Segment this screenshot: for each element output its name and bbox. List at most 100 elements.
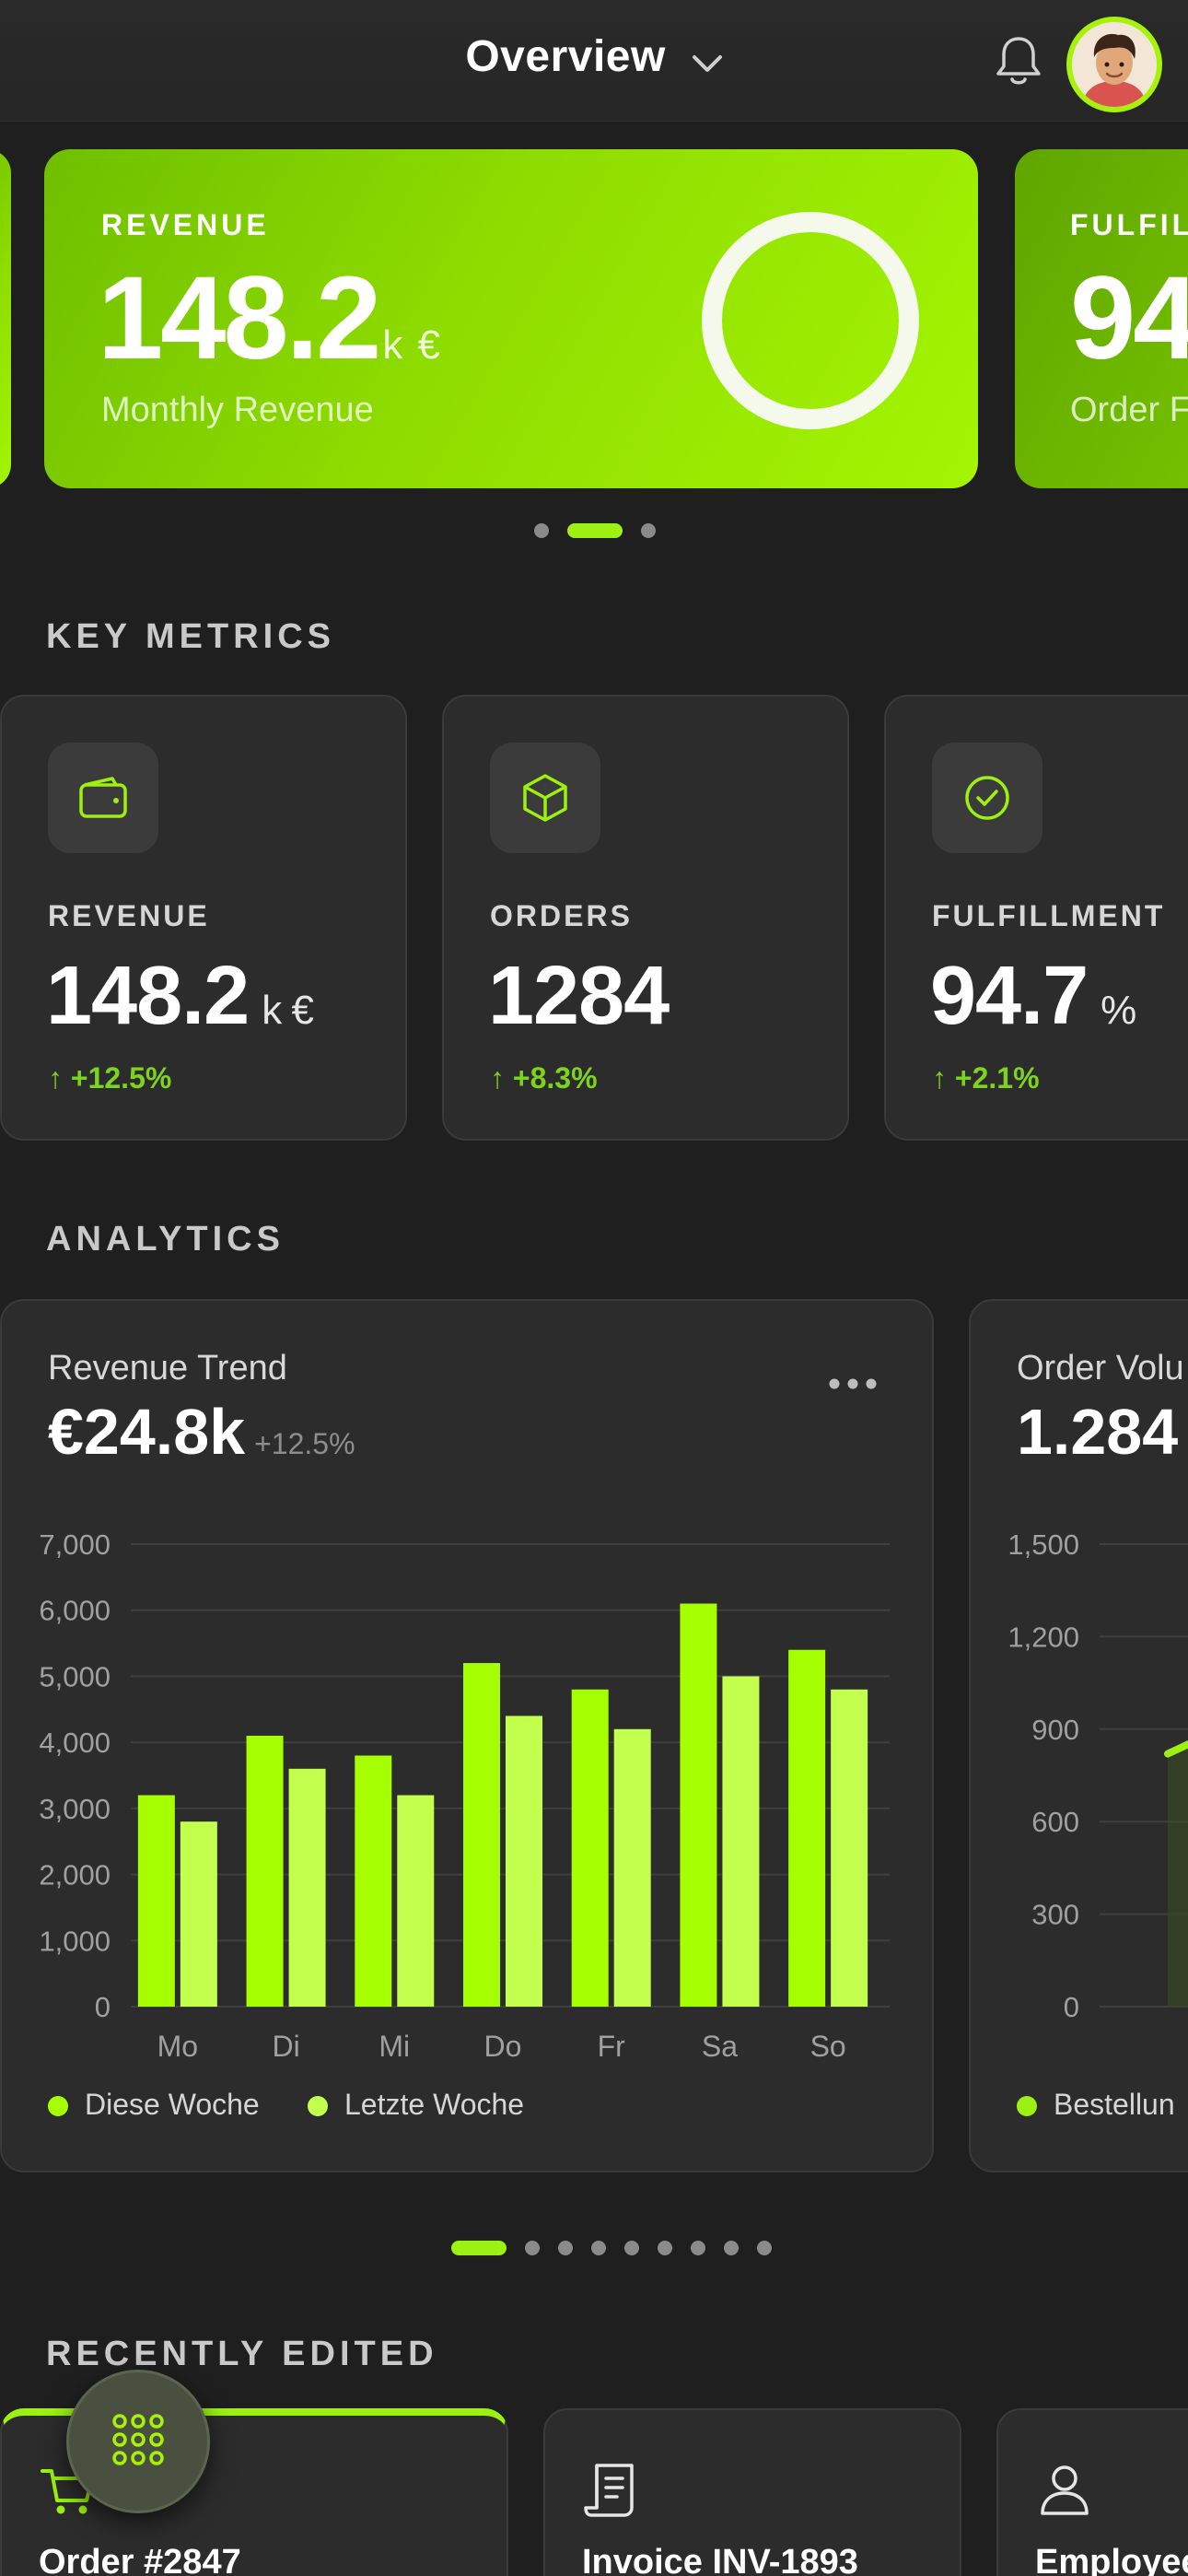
metric-value: 94.7% xyxy=(930,950,1136,1042)
x-tick-label: Di xyxy=(272,2030,299,2063)
legend-item-orders: Bestellun xyxy=(1017,2088,1175,2122)
pagination-dot-active[interactable] xyxy=(451,2241,507,2255)
hero-subtitle: Order F xyxy=(1070,391,1188,429)
hero-card-fulfillment[interactable]: FULFILL 94 Order F xyxy=(1015,149,1188,488)
chart-value: 1.284 xyxy=(1017,1396,1179,1468)
chart-card-revenue-trend[interactable]: Revenue Trend €24.8k +12.5% 7,000 6,000 5,0… xyxy=(0,1299,934,2172)
y-tick-label: 1,500 xyxy=(1007,1528,1079,1561)
y-tick-label: 7,000 xyxy=(39,1528,111,1561)
bar-mo-this-week xyxy=(137,1795,175,2007)
page-title-dropdown[interactable]: Overview xyxy=(0,31,1188,85)
y-tick-label: 900 xyxy=(1031,1714,1079,1746)
recent-item-title: Invoice INV-1893 xyxy=(582,2543,858,2576)
metric-card-orders[interactable]: ORDERS 1284 ↑ +8.3% xyxy=(442,695,849,1141)
bar-so-this-week xyxy=(788,1649,826,2007)
revenue-bar-chart: 7,000 6,000 5,000 4,000 3,000 2,000 1,000 0 Mo Di… xyxy=(39,1528,890,2063)
bar-so-last-week xyxy=(831,1689,868,2007)
metric-label: ORDERS xyxy=(490,899,633,932)
y-tick-label: 300 xyxy=(1031,1899,1079,1931)
metric-value: 148.2 k € xyxy=(46,950,314,1042)
bar-fr-this-week xyxy=(571,1689,609,2007)
metric-unit: % xyxy=(1101,988,1136,1033)
more-options-icon[interactable] xyxy=(825,1375,880,1393)
pagination-dot-active[interactable] xyxy=(567,523,623,538)
y-tick-label: 3,000 xyxy=(39,1793,111,1825)
hero-card-previous[interactable] xyxy=(0,149,11,488)
bell-icon[interactable] xyxy=(993,33,1044,88)
pagination-dot[interactable] xyxy=(558,2241,573,2255)
bar-di-this-week xyxy=(246,1735,284,2007)
user-icon xyxy=(1035,2460,1094,2519)
check-circle-icon xyxy=(932,743,1042,853)
pagination-dot[interactable] xyxy=(591,2241,606,2255)
hero-card-revenue[interactable]: REVENUE 148.2k € Monthly Revenue xyxy=(44,149,978,488)
x-tick-label: Mi xyxy=(379,2030,410,2063)
y-tick-label: 0 xyxy=(95,1991,111,2023)
x-tick-label: Fr xyxy=(598,2030,626,2063)
pagination-dot[interactable] xyxy=(658,2241,672,2255)
pagination-dot[interactable] xyxy=(624,2241,639,2255)
bar-do-this-week xyxy=(463,1663,500,2007)
avatar[interactable] xyxy=(1066,17,1162,112)
y-tick-label: 600 xyxy=(1031,1806,1079,1838)
y-tick-label: 1,200 xyxy=(1007,1621,1079,1653)
chart-delta: +12.5% xyxy=(254,1427,355,1460)
pagination-dot[interactable] xyxy=(525,2241,540,2255)
hero-unit: k € xyxy=(382,322,443,368)
bar-sa-last-week xyxy=(722,1676,760,2007)
metric-unit: k € xyxy=(262,988,314,1033)
metric-card-revenue[interactable]: REVENUE 148.2 k € ↑ +12.5% xyxy=(0,695,407,1141)
y-tick-label: 6,000 xyxy=(39,1595,111,1627)
chart-card-order-volume[interactable]: Order Volu 1.284 1,5001,2009006003000Jan… xyxy=(969,1299,1188,2172)
grid-icon xyxy=(109,2410,168,2474)
pagination-dot[interactable] xyxy=(724,2241,739,2255)
legend-item-last-week: Letzte Woche xyxy=(308,2088,524,2122)
hero-label: REVENUE xyxy=(101,208,270,241)
pagination-dot[interactable] xyxy=(757,2241,772,2255)
pagination-dot[interactable] xyxy=(534,523,549,538)
y-tick-label: 2,000 xyxy=(39,1859,111,1891)
y-tick-label: 5,000 xyxy=(39,1660,111,1692)
chart-value: €24.8k +12.5% xyxy=(48,1396,355,1468)
hero-value: 94 xyxy=(1070,252,1188,384)
metric-value: 1284 xyxy=(488,950,670,1042)
section-title-recently-edited: RECENTLY EDITED xyxy=(46,2335,438,2373)
bar-do-last-week xyxy=(506,1715,542,2007)
legend-dot xyxy=(48,2096,68,2116)
chevron-down-icon xyxy=(692,34,723,85)
y-tick-label: 4,000 xyxy=(39,1727,111,1759)
metric-delta: ↑ +2.1% xyxy=(932,1061,1040,1095)
hero-label: FULFILL xyxy=(1070,208,1188,241)
apps-fab-button[interactable] xyxy=(66,2370,210,2513)
metric-label: FULFILLMENT xyxy=(932,899,1166,932)
section-title-key-metrics: KEY METRICS xyxy=(46,617,336,656)
x-tick-label: Do xyxy=(484,2030,522,2063)
series-line xyxy=(1164,1739,1188,1758)
analytics-pagination xyxy=(451,2241,772,2255)
y-tick-label: 0 xyxy=(1064,1991,1079,2023)
pagination-dot[interactable] xyxy=(691,2241,705,2255)
metric-label: REVENUE xyxy=(48,899,210,932)
bar-sa-this-week xyxy=(680,1603,717,2007)
x-tick-label: Sa xyxy=(702,2030,738,2063)
recent-item-title: Employee xyxy=(1035,2543,1188,2576)
chart-title: Order Volu xyxy=(1017,1349,1184,1388)
legend-item-this-week: Diese Woche xyxy=(48,2088,260,2122)
recent-item-title: Order #2847 xyxy=(39,2543,241,2576)
x-tick-label: Mo xyxy=(157,2030,198,2063)
wallet-icon xyxy=(48,743,158,853)
bar-fr-last-week xyxy=(613,1728,651,2007)
legend-dot xyxy=(1017,2096,1037,2116)
pagination-dot[interactable] xyxy=(641,523,656,538)
bar-mi-last-week xyxy=(397,1795,435,2007)
metric-delta: ↑ +12.5% xyxy=(48,1061,172,1095)
area-fill xyxy=(1168,1744,1188,2007)
recent-card-employee[interactable]: Employee xyxy=(996,2408,1188,2576)
recent-card-invoice[interactable]: Invoice INV-1893 xyxy=(543,2408,961,2576)
page-title: Overview xyxy=(465,32,666,81)
metric-card-fulfillment[interactable]: FULFILLMENT 94.7% ↑ +2.1% xyxy=(884,695,1188,1141)
cube-icon xyxy=(490,743,600,853)
hero-value: 148.2k € xyxy=(98,252,443,384)
